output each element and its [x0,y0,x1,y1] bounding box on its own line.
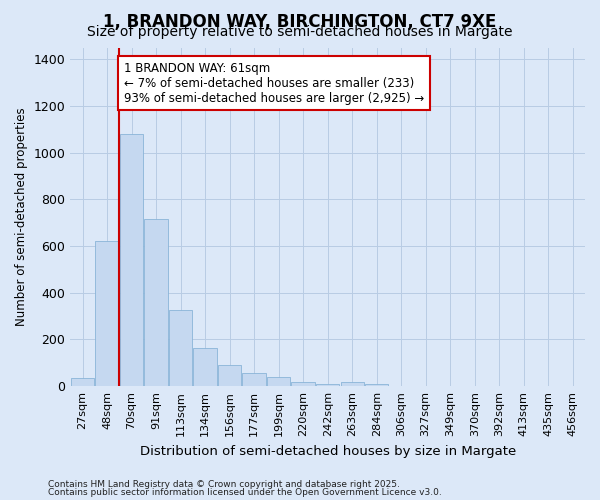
Text: 1, BRANDON WAY, BIRCHINGTON, CT7 9XE: 1, BRANDON WAY, BIRCHINGTON, CT7 9XE [103,12,497,30]
Text: 1 BRANDON WAY: 61sqm
← 7% of semi-detached houses are smaller (233)
93% of semi-: 1 BRANDON WAY: 61sqm ← 7% of semi-detach… [124,62,424,104]
Bar [341,382,364,386]
Bar [316,384,339,386]
Bar [95,242,119,386]
Bar [267,378,290,386]
Text: Contains public sector information licensed under the Open Government Licence v3: Contains public sector information licen… [48,488,442,497]
Bar [365,384,388,386]
Bar [218,365,241,386]
X-axis label: Distribution of semi-detached houses by size in Margate: Distribution of semi-detached houses by … [140,444,516,458]
Bar [193,348,217,386]
Bar [145,219,168,386]
Y-axis label: Number of semi-detached properties: Number of semi-detached properties [15,108,28,326]
Bar [242,372,266,386]
Bar [71,378,94,386]
Text: Size of property relative to semi-detached houses in Margate: Size of property relative to semi-detach… [87,25,513,39]
Bar [169,310,192,386]
Text: Contains HM Land Registry data © Crown copyright and database right 2025.: Contains HM Land Registry data © Crown c… [48,480,400,489]
Bar [120,134,143,386]
Bar [292,382,315,386]
